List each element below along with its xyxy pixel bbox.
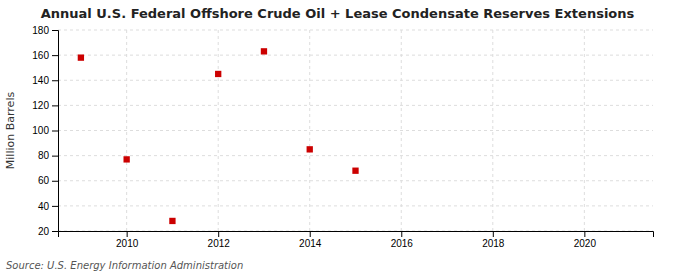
title: Annual U.S. Federal Offshore Crude Oil +… [41,6,635,21]
y-axis: 20 40 60 80 100 120 140 160 180 [32,25,58,237]
y-tick-label: 120 [32,100,49,111]
point [261,48,267,54]
x-tick-label: 2010 [116,238,139,249]
x-axis: 2010 2012 2014 2016 2018 2020 [59,231,654,249]
y-tick-label: 180 [32,25,49,36]
x-tick-mark [127,231,128,237]
y-tick-label: 140 [32,75,49,86]
point [123,156,129,162]
y-tick-mark [52,30,58,31]
y-tick: 60 [38,175,58,186]
y-tick-label: 80 [38,150,50,161]
y-tick-label: 40 [38,201,50,212]
x-tick: 2018 [482,231,505,249]
y-tick-label: 60 [38,175,50,186]
y-axis-title: Million Barrels [4,92,17,170]
point [169,218,175,224]
point [215,71,221,77]
x-tick-label: 2016 [391,238,414,249]
y-tick-mark [52,156,58,157]
x-tick: 2012 [208,231,231,249]
x-tick-mark [310,231,311,237]
y-tick: 180 [32,25,58,36]
grid-line-y [58,55,653,56]
x-tick-mark [584,231,585,237]
y-tick-mark [52,80,58,81]
y-tick: 140 [32,75,58,86]
x-tick-label: 2020 [574,238,597,249]
points [78,48,359,224]
grid-line-y [58,155,653,156]
x-tick-mark [493,231,494,237]
point [352,168,358,174]
y-tick: 100 [32,125,58,136]
y-tick-mark [52,181,58,182]
plot: 2010201220142016201820202040608010012014… [32,25,653,249]
grid-line-x [584,30,585,231]
point [307,146,313,152]
y-tick: 80 [38,150,58,161]
grid [58,30,653,231]
y-tick: 120 [32,100,58,111]
chart: 2010201220142016201820202040608010012014… [0,0,675,275]
y-tick-label: 160 [32,50,49,61]
grid-line-y [58,205,653,206]
grid-line-y [58,105,653,106]
grid-line-y [58,180,653,181]
grid-line-y [58,130,653,131]
x-tick-label: 2018 [482,238,505,249]
y-tick-mark [52,206,58,207]
y-tick: 20 [38,226,58,237]
x-axis-line [59,232,654,238]
x-tick: 2010 [116,231,139,249]
x-tick: 2016 [391,231,414,249]
x-tick-label: 2012 [208,238,231,249]
grid-line-y [58,30,653,31]
point [78,54,84,60]
y-tick-mark [52,231,58,232]
y-tick-label: 20 [38,226,50,237]
y-tick: 160 [32,50,58,61]
y-tick-mark [52,55,58,56]
x-tick-mark [401,231,402,237]
y-tick-mark [52,131,58,132]
y-axis-line [52,31,59,232]
x-tick-label: 2014 [299,238,322,249]
source-note: Source: U.S. Energy Information Administ… [6,260,243,271]
y-tick-mark [52,105,58,106]
grid-line-y [58,80,653,81]
y-tick-label: 100 [32,125,49,136]
x-tick: 2020 [574,231,597,249]
x-tick: 2014 [299,231,322,249]
x-tick-mark [218,231,219,237]
grid-line-x [218,30,219,231]
y-tick: 40 [38,201,58,212]
